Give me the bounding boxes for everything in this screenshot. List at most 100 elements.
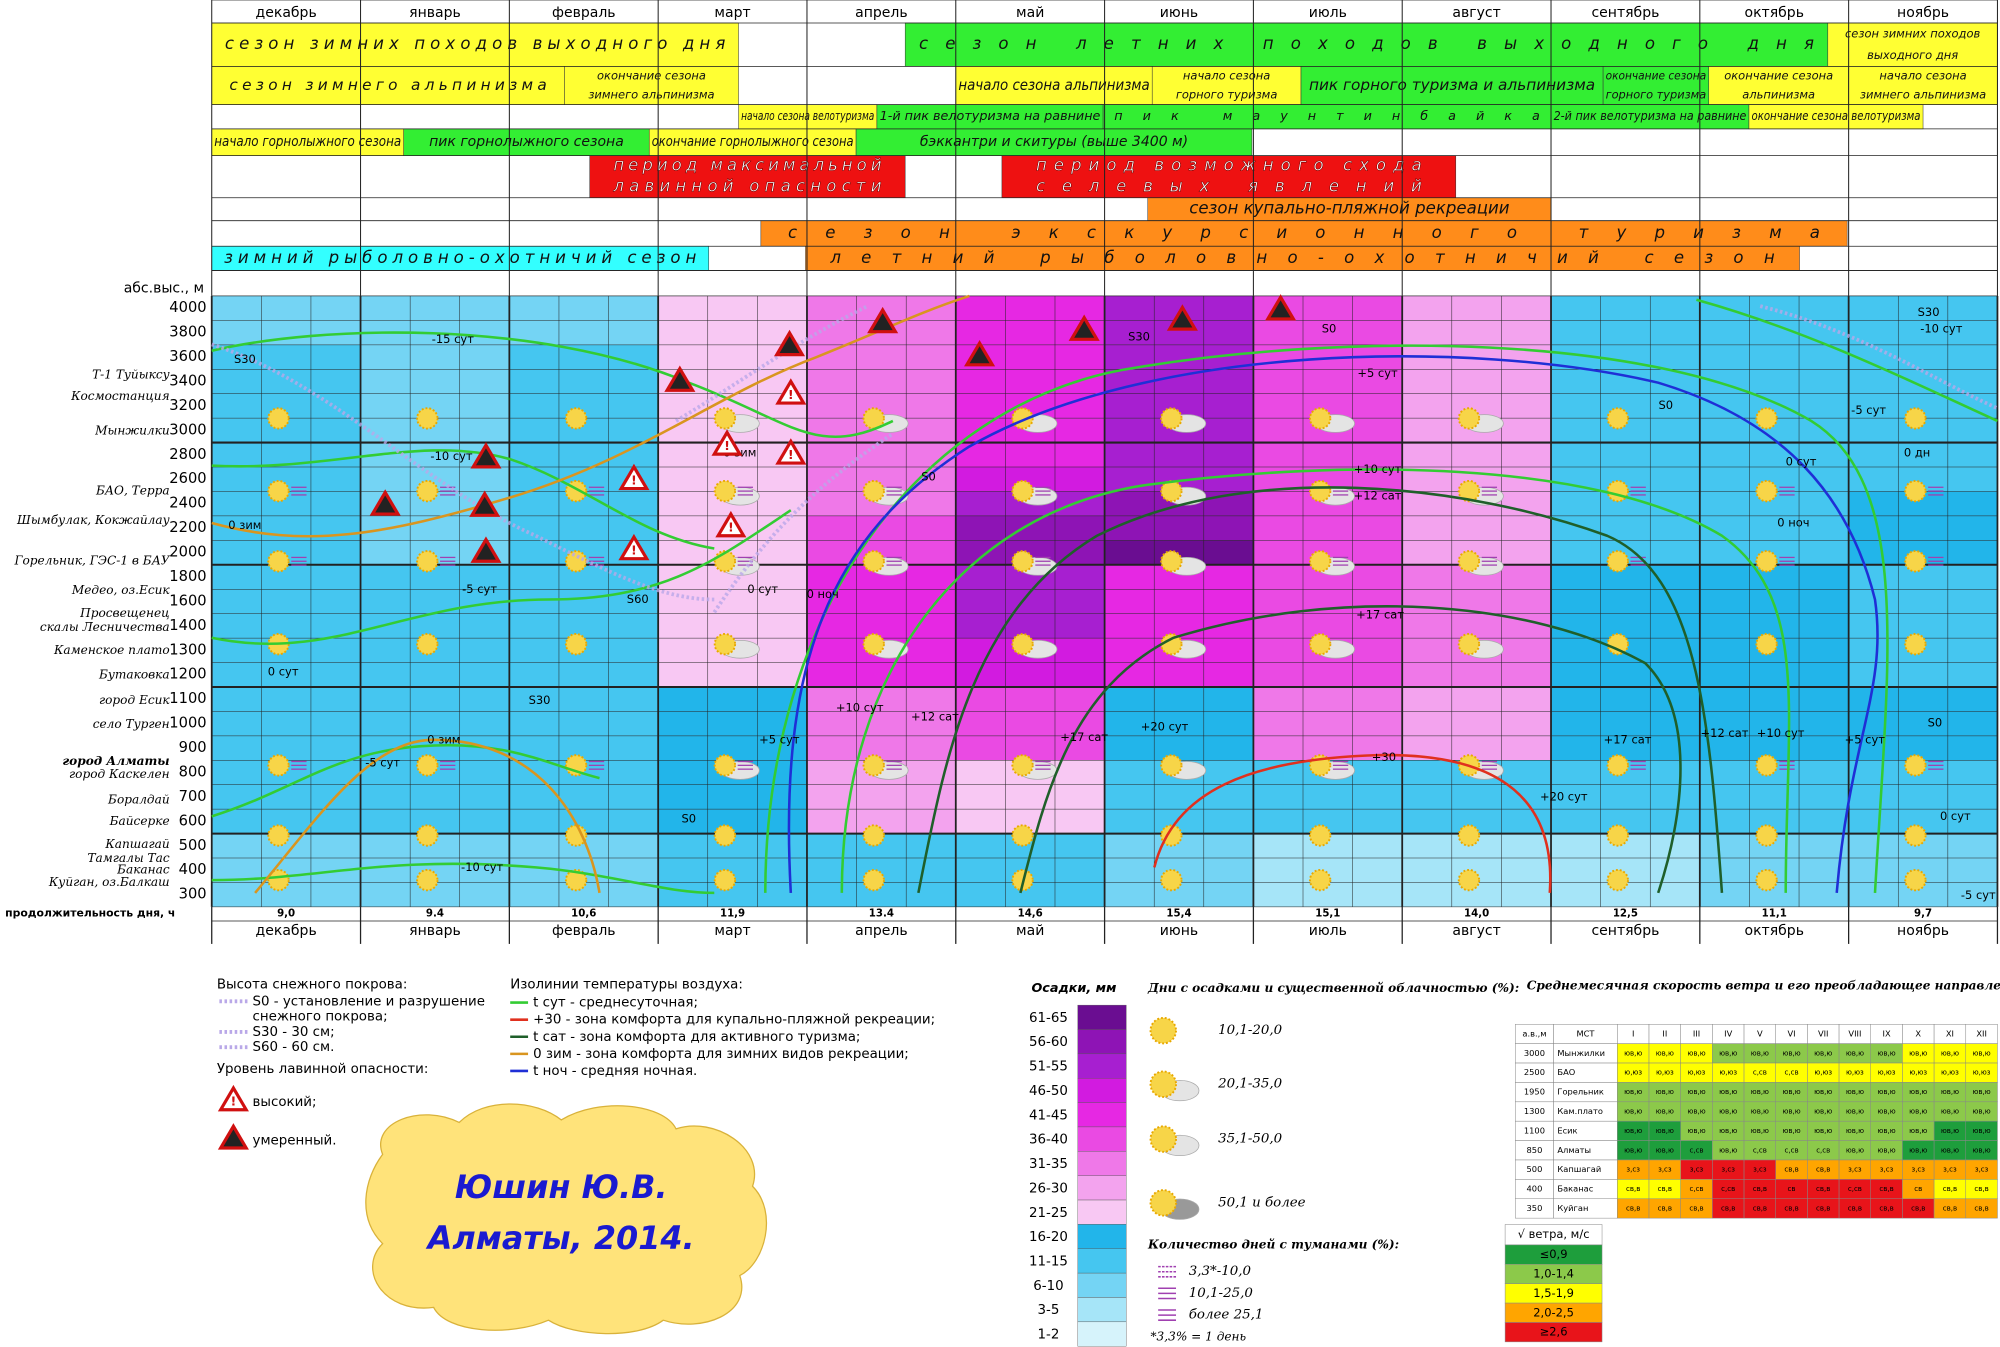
sun-icon: [1308, 550, 1332, 573]
sun-icon: [1904, 868, 1927, 892]
season-bar: [211, 128, 404, 156]
wind-header: I: [1632, 1028, 1634, 1038]
precipitation-cell: [360, 295, 510, 321]
isoline-label: +20 сут: [1141, 720, 1189, 734]
precipitation-cell: [360, 589, 510, 614]
isoline-label: 0 ноч: [807, 587, 839, 601]
wind-direction: с,св: [1848, 1184, 1862, 1193]
sun-icon: [862, 479, 885, 503]
precipitation-legend-swatch: [1077, 1004, 1127, 1030]
sun-icon: [1755, 754, 1778, 777]
sun-icon: [267, 868, 290, 892]
season-text: начало сезона: [1879, 68, 1966, 82]
month-label-bottom: ноябрь: [1897, 923, 1949, 939]
isoline: [211, 449, 715, 550]
sun-icon: [1308, 633, 1332, 656]
sun-icon: [564, 633, 588, 656]
isoline-label: +10 сут: [1354, 462, 1402, 476]
snow-line: [712, 432, 894, 614]
precipitation-cell: [1104, 735, 1254, 761]
speed-legend-label: 2,0-2,5: [1533, 1305, 1574, 1319]
wind-direction: з,сз: [1690, 1165, 1704, 1174]
wind-direction: юв,ю: [1656, 1087, 1674, 1096]
wind-direction: юв,ю: [1973, 1145, 1991, 1154]
avalanche-icon: [715, 510, 747, 538]
month-label: июль: [1309, 5, 1347, 21]
place-label: Горельник, ГЭС-1 в БАУ: [13, 554, 170, 568]
altitude-label: 300: [179, 886, 207, 903]
wind-station: Кам.плато: [1557, 1106, 1603, 1116]
precipitation-cell: [1253, 369, 1403, 394]
speed-legend-label: 1,0-1,4: [1533, 1267, 1574, 1281]
precipitation-legend-swatch: [1077, 1102, 1127, 1128]
isoline-label: S0: [681, 811, 696, 825]
wind-speed-cell: [1965, 1198, 1998, 1219]
precipitation-cell: [211, 369, 361, 394]
isoline-label: +12 сат: [911, 709, 959, 723]
wind-direction: юв,ю: [1687, 1087, 1705, 1096]
sun-icon: [1904, 550, 1927, 573]
avalanche-icon: [1265, 294, 1297, 321]
wind-direction: з,сз: [1943, 1165, 1957, 1174]
sun-icon: [1457, 550, 1481, 573]
precipitation-cell: [211, 295, 361, 321]
isoline-label: +10 сут: [1757, 726, 1805, 740]
wind-direction: юв,ю: [1973, 1048, 1991, 1057]
precipitation-cell: [806, 662, 956, 687]
wind-header: VII: [1818, 1028, 1829, 1038]
precipitation-legend-swatch: [1077, 1053, 1127, 1079]
sun-icon: [564, 407, 588, 430]
wind-header: III: [1693, 1028, 1700, 1038]
avalanche-mark: !: [788, 388, 794, 403]
day-length-value: 9,0: [277, 908, 295, 919]
isoline-label: S60: [627, 592, 649, 606]
precipitation-cell: [1104, 442, 1254, 468]
season-text: начало сезона велотуризма: [741, 109, 874, 124]
season-bar: [1708, 66, 1849, 105]
season-text: выходного дня: [1867, 48, 1958, 62]
precipitation-cell: [1551, 589, 1700, 614]
isoline-label: S30: [1918, 305, 1940, 319]
altitude-label: 1200: [169, 666, 206, 683]
wind-direction: юв,ю: [1782, 1048, 1800, 1057]
month-label-bottom: февраль: [552, 923, 616, 939]
isoline-label: +17 сат: [1060, 730, 1108, 744]
wind-direction: юв,ю: [1909, 1087, 1927, 1096]
wind-direction: ю,юз: [1719, 1068, 1737, 1077]
wind-direction: юв,ю: [1656, 1107, 1674, 1116]
sun-icon: [1755, 868, 1778, 892]
wind-header: IV: [1724, 1028, 1732, 1038]
precipitation-cell: [360, 711, 510, 736]
wind-direction: з,сз: [1626, 1165, 1640, 1174]
precipitation-legend-label: 3-5: [1038, 1303, 1060, 1318]
avalanche-mark: !: [788, 448, 794, 463]
wind-direction: св,в: [1626, 1203, 1640, 1212]
avalanche-icon: [469, 490, 501, 517]
altitude-label: 1400: [169, 617, 206, 634]
wind-direction: юв,ю: [1751, 1087, 1769, 1096]
precipitation-cell: [211, 589, 361, 614]
wind-direction: с,св: [1721, 1184, 1735, 1193]
precipitation-legend-label: 51-55: [1029, 1060, 1068, 1075]
wind-direction: ю,юз: [1814, 1068, 1832, 1077]
altitude-label: 3400: [169, 372, 206, 389]
isoline-label: 0 сут: [1940, 809, 1971, 823]
isoline-label: +17 сат: [1604, 732, 1652, 746]
wind-direction: з,сз: [1975, 1165, 1989, 1174]
month-label: май: [1016, 5, 1044, 21]
sun-icon: [713, 633, 737, 656]
sun-icon: [713, 754, 737, 777]
precipitation-legend-swatch: [1077, 1175, 1127, 1201]
avalanche-mark: !: [728, 521, 734, 536]
sun-icon: [1606, 754, 1629, 777]
wind-direction: св,в: [1753, 1203, 1767, 1212]
wind-direction: с,св: [1690, 1184, 1704, 1193]
month-label-bottom: октябрь: [1745, 923, 1804, 939]
precipitation-cell: [360, 784, 510, 810]
avalanche-icon: [217, 1084, 249, 1112]
isoline: [764, 344, 1889, 893]
speed-legend-swatch: [1504, 1322, 1603, 1343]
wind-station: БАО: [1557, 1067, 1575, 1077]
wind-direction: юв,ю: [1909, 1126, 1927, 1135]
clouds-legend-item: 10,1-20,0: [1218, 1023, 1283, 1038]
